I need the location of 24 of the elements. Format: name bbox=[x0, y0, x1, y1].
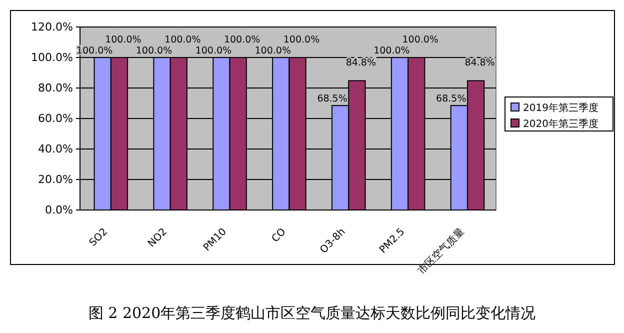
y-tick-label: 80.0% bbox=[38, 82, 73, 95]
y-tick-label: 20.0% bbox=[38, 173, 73, 186]
data-label: 100.0% bbox=[136, 46, 172, 56]
y-tick-label: 40.0% bbox=[38, 142, 73, 156]
legend-label: 2020年第三季度 bbox=[523, 118, 598, 130]
x-tick-label: CO bbox=[270, 226, 288, 245]
legend-label: 2019年第三季度 bbox=[523, 102, 598, 114]
text: 图 2 2020年第三季度鹤山市区空气质量达标天数比例同比变化情况 bbox=[88, 304, 536, 322]
data-label: 100.0% bbox=[402, 34, 438, 46]
data-label: 100.0% bbox=[254, 46, 291, 56]
data-label: 68.5% bbox=[436, 94, 466, 105]
data-label: 100.0% bbox=[374, 46, 410, 56]
y-tick-label: 60.0% bbox=[38, 112, 73, 126]
y-tick-label: 120.0% bbox=[31, 20, 73, 34]
data-label: 100.0% bbox=[283, 34, 320, 46]
y-tick-label: 0.0% bbox=[45, 204, 73, 217]
data-label: 100.0% bbox=[224, 34, 260, 46]
data-label: 84.8% bbox=[464, 58, 495, 69]
data-label: 100.0% bbox=[105, 34, 142, 46]
data-label: 100.0% bbox=[195, 46, 232, 56]
data-label: 68.5% bbox=[317, 94, 348, 105]
y-tick-label: 100.0% bbox=[31, 51, 73, 64]
data-label: 84.8% bbox=[346, 58, 376, 69]
data-label: 100.0% bbox=[164, 34, 201, 46]
